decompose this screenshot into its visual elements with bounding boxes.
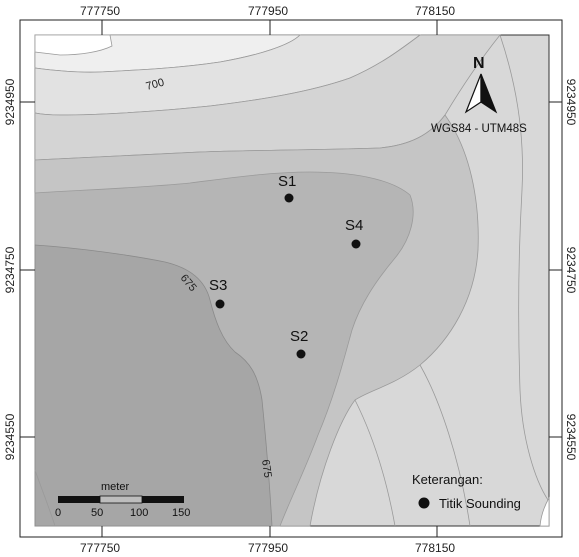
scale-bar: meter 0 50 100 150 xyxy=(55,481,190,519)
top-tick-2: 777950 xyxy=(248,4,288,18)
contour-band-6 xyxy=(34,244,273,527)
north-arrow-icon-dark xyxy=(480,73,498,114)
white-notch-top-left xyxy=(34,34,113,56)
top-coords: 777750 777950 778150 xyxy=(80,4,455,18)
contour-label-700: 700 xyxy=(145,77,166,93)
legend-item-label: Titik Sounding xyxy=(439,496,521,511)
sounding-points: S1 S4 S3 S2 xyxy=(209,173,363,359)
contour-line-bottom-left xyxy=(34,469,56,527)
bottom-coords: 777750 777950 778150 xyxy=(80,541,455,555)
point-marker-s1[interactable] xyxy=(284,193,294,203)
tick-marks xyxy=(20,20,562,537)
right-coords: 9234950 9234750 9234550 xyxy=(564,79,578,461)
point-label-s1: S1 xyxy=(278,173,296,190)
bottom-tick-1: 777750 xyxy=(80,541,120,555)
top-tick-3: 778150 xyxy=(415,4,455,18)
point-marker-s3[interactable] xyxy=(215,299,225,309)
legend-dot-icon xyxy=(418,497,430,509)
bottom-tick-2: 777950 xyxy=(248,541,288,555)
right-tick-1: 9234950 xyxy=(564,79,578,126)
scale-seg-3 xyxy=(142,496,184,503)
left-tick-3: 9234550 xyxy=(3,413,17,460)
scale-seg-1 xyxy=(58,496,100,503)
scale-seg-2 xyxy=(99,495,143,504)
left-coords: 9234950 9234750 9234550 xyxy=(3,78,17,460)
point-label-s4: S4 xyxy=(345,217,363,234)
projection-label: WGS84 - UTM48S xyxy=(431,123,527,135)
right-tick-2: 9234750 xyxy=(564,247,578,294)
left-tick-1: 9234950 xyxy=(3,78,17,125)
contour-label-675-lower: 675 xyxy=(259,459,273,479)
contour-line-bottom-1 xyxy=(354,399,396,527)
bottom-tick-3: 778150 xyxy=(415,541,455,555)
top-tick-1: 777750 xyxy=(80,4,120,18)
scale-tick-150: 150 xyxy=(172,507,190,519)
left-tick-2: 9234750 xyxy=(3,246,17,293)
point-label-s2: S2 xyxy=(290,328,308,345)
point-label-s3: S3 xyxy=(209,277,227,294)
scale-tick-0: 0 xyxy=(55,507,61,519)
scale-tick-100: 100 xyxy=(130,507,148,519)
legend: Keterangan: Titik Sounding xyxy=(412,472,521,511)
white-notch-bottom-right xyxy=(539,496,550,527)
contour-bands xyxy=(34,34,550,527)
point-marker-s4[interactable] xyxy=(351,239,361,249)
scale-unit: meter xyxy=(101,481,129,493)
contour-line-right-1 xyxy=(499,34,549,501)
right-tick-3: 9234550 xyxy=(564,414,578,461)
contour-line-bottom-2 xyxy=(419,364,471,527)
scale-tick-50: 50 xyxy=(91,507,103,519)
north-letter: N xyxy=(473,55,485,72)
north-arrow: N WGS84 - UTM48S xyxy=(431,55,527,135)
legend-title: Keterangan: xyxy=(412,472,483,487)
point-marker-s2[interactable] xyxy=(296,349,306,359)
